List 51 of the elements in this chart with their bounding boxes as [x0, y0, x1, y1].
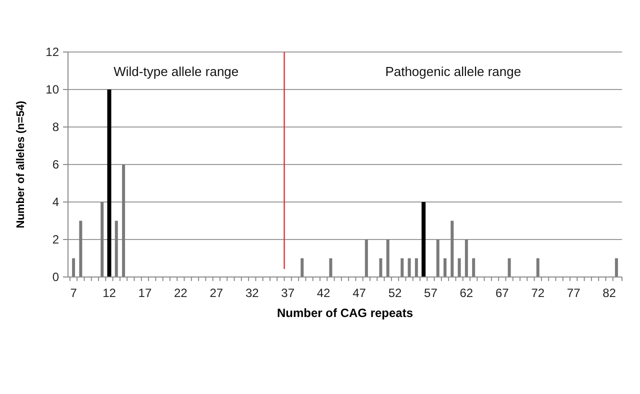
y-tick-label: 12 — [46, 45, 60, 60]
bar — [536, 258, 540, 277]
y-axis-title: Number of alleles (n=54) — [15, 100, 27, 228]
x-tick-label: 27 — [210, 286, 224, 300]
bar — [444, 258, 447, 277]
x-tick-label: 72 — [531, 286, 545, 300]
x-tick-label: 67 — [495, 286, 510, 300]
bar — [114, 220, 118, 277]
y-tick-label: 0 — [52, 270, 60, 284]
x-tick-label: 12 — [102, 286, 116, 300]
x-tick-label: 77 — [566, 286, 581, 300]
x-tick-label: 42 — [316, 286, 331, 300]
bar — [72, 258, 76, 277]
bar — [614, 258, 618, 277]
x-tick-label: 52 — [388, 286, 402, 300]
bar — [436, 240, 440, 277]
annotation: Wild-type allele range — [114, 64, 239, 79]
y-tick-label: 8 — [52, 120, 60, 134]
x-tick-label: 57 — [424, 286, 438, 300]
y-tick-label: 10 — [46, 82, 60, 97]
x-tick-label: 32 — [245, 286, 260, 300]
x-axis-title: Number of CAG repeats — [276, 306, 414, 320]
bar — [464, 240, 468, 277]
x-tick-label: 62 — [460, 286, 474, 300]
y-tick-label: 4 — [52, 195, 60, 210]
bar — [107, 90, 112, 277]
x-tick-label: 22 — [174, 286, 188, 300]
bar — [414, 258, 418, 277]
x-tick-label: 37 — [281, 286, 295, 300]
bar — [450, 220, 454, 277]
x-tick-label: 82 — [602, 286, 616, 300]
bar — [508, 258, 511, 277]
bar — [422, 202, 426, 277]
x-tick-label: 17 — [138, 286, 152, 300]
bar — [379, 258, 382, 277]
bar — [122, 164, 126, 277]
bar — [100, 202, 104, 277]
x-tick-label: 47 — [352, 286, 366, 300]
bar — [386, 240, 390, 277]
bar — [400, 258, 404, 277]
bar — [408, 258, 411, 277]
x-tick-label: 7 — [70, 286, 78, 300]
bar — [364, 240, 368, 277]
bar — [300, 258, 304, 277]
annotation: Pathogenic allele range — [385, 64, 522, 79]
y-tick-label: 2 — [52, 232, 60, 247]
bar — [458, 258, 461, 277]
bar — [472, 258, 476, 277]
y-tick-label: 6 — [52, 158, 60, 172]
bar — [329, 258, 332, 277]
bar — [79, 220, 82, 277]
